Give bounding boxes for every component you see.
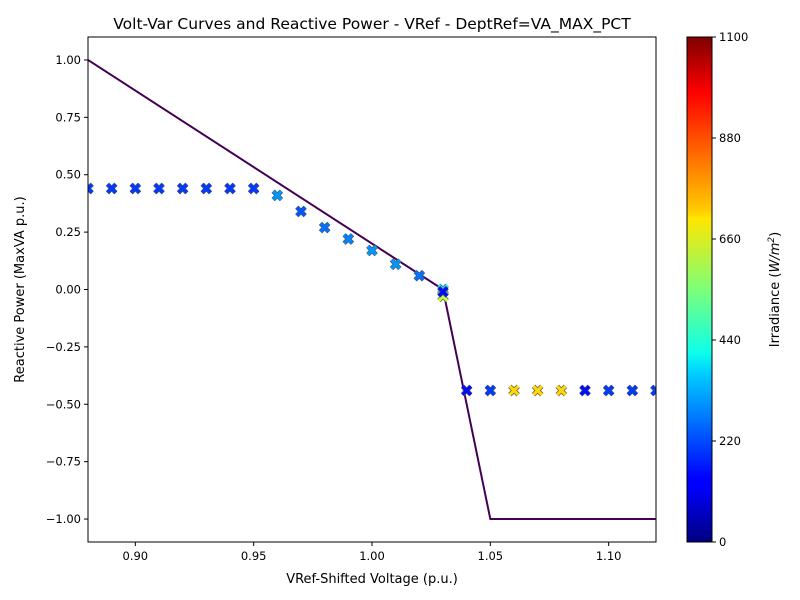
y-tick-label: −1.00 — [46, 512, 81, 526]
data-point — [366, 244, 378, 257]
data-point — [460, 384, 473, 397]
colorbar-tick-label: 440 — [719, 333, 741, 347]
colorbar-tick-label: 880 — [719, 131, 741, 145]
data-point — [247, 182, 260, 195]
colorbar-label-exp: 2 — [767, 237, 777, 243]
colorbar-label: Irradiance (W/m2) — [767, 232, 783, 347]
y-tick-label: 0.25 — [55, 225, 81, 239]
colorbar-label-unit: W/m — [768, 243, 783, 273]
data-point — [200, 182, 213, 195]
data-point — [105, 182, 118, 195]
colorbar-tick-label: 220 — [719, 434, 741, 448]
chart-title: Volt-Var Curves and Reactive Power - VRe… — [113, 15, 631, 34]
x-tick-label: 1.05 — [478, 549, 504, 563]
colorbar-ticks: 0 220 440 660 880 1100 — [712, 30, 748, 549]
y-tick-label: 0.75 — [55, 110, 81, 124]
y-tick-label: −0.50 — [46, 397, 81, 411]
colorbar-tick-label: 0 — [719, 535, 726, 549]
data-point — [295, 205, 307, 218]
colorbar: 0 220 440 660 880 1100 Irradiance (W/m2) — [686, 30, 783, 549]
data-point — [129, 182, 142, 195]
x-tick-label: 1.00 — [359, 549, 385, 563]
data-point — [650, 384, 656, 397]
data-point — [224, 182, 236, 195]
x-tick-label: 0.95 — [241, 549, 267, 563]
data-point — [318, 221, 331, 234]
volt-var-curve — [88, 59, 656, 521]
data-point — [88, 182, 94, 195]
y-tick-label: −0.75 — [46, 455, 81, 469]
x-axis-ticks: 0.90 0.95 1.00 1.05 1.10 — [123, 542, 622, 563]
data-point — [389, 258, 402, 271]
colorbar-gradient — [686, 36, 713, 543]
colorbar-label-main: Irradiance ( — [768, 273, 783, 348]
data-point — [508, 384, 520, 397]
data-point — [555, 384, 568, 397]
data-point — [579, 384, 591, 397]
data-point — [153, 182, 165, 195]
colorbar-tick-label: 660 — [719, 232, 741, 246]
colorbar-label-close: ) — [768, 232, 783, 237]
data-point — [484, 384, 497, 397]
plot-frame — [87, 36, 657, 543]
x-tick-label: 1.10 — [596, 549, 622, 563]
data-point — [437, 285, 449, 298]
y-tick-label: 0.50 — [55, 168, 81, 182]
y-tick-label: 0.00 — [55, 283, 81, 297]
colorbar-tick-label: 1100 — [719, 30, 748, 44]
data-point — [602, 384, 615, 397]
y-tick-label: 1.00 — [55, 53, 81, 67]
y-axis-ticks: 1.00 0.75 0.50 0.25 0.00 −0.25 −0.50 −0.75 −1.00 — [46, 53, 88, 526]
x-tick-label: 0.90 — [123, 549, 149, 563]
data-point — [271, 189, 284, 202]
data-point — [413, 269, 426, 282]
x-axis-label: VRef-Shifted Voltage (p.u.) — [286, 572, 458, 587]
data-point — [176, 182, 189, 195]
y-axis-label: Reactive Power (MaxVA p.u.) — [13, 196, 28, 382]
y-tick-label: −0.25 — [46, 340, 81, 354]
data-point — [531, 384, 544, 397]
data-point — [626, 384, 639, 397]
data-point — [342, 233, 355, 245]
plot-area: 0.90 0.95 1.00 1.05 1.10 1.00 0.75 0.50 0.25 0.0… — [46, 36, 657, 563]
